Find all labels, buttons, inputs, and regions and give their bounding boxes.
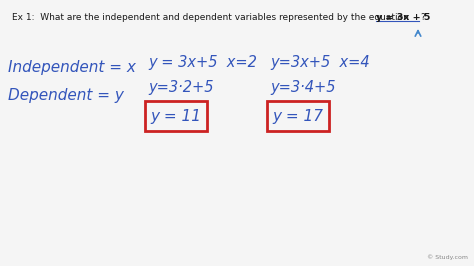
Text: Ex 1:  What are the independent and dependent variables represented by the equat: Ex 1: What are the independent and depen… bbox=[12, 14, 412, 23]
Text: y=3·4+5: y=3·4+5 bbox=[270, 80, 336, 95]
Text: © Study.com: © Study.com bbox=[427, 254, 468, 260]
Text: Independent = x: Independent = x bbox=[8, 60, 136, 75]
FancyBboxPatch shape bbox=[267, 101, 329, 131]
Text: Dependent = y: Dependent = y bbox=[8, 88, 124, 103]
Text: y = 3x+5  x=2: y = 3x+5 x=2 bbox=[148, 55, 257, 70]
Text: y=3·2+5: y=3·2+5 bbox=[148, 80, 213, 95]
Text: y=3x+5  x=4: y=3x+5 x=4 bbox=[270, 55, 370, 70]
FancyBboxPatch shape bbox=[145, 101, 207, 131]
Text: ?: ? bbox=[420, 14, 425, 23]
Text: y = 3x + 5: y = 3x + 5 bbox=[376, 14, 430, 23]
Text: y = 11: y = 11 bbox=[151, 109, 201, 123]
Text: y = 17: y = 17 bbox=[273, 109, 323, 123]
